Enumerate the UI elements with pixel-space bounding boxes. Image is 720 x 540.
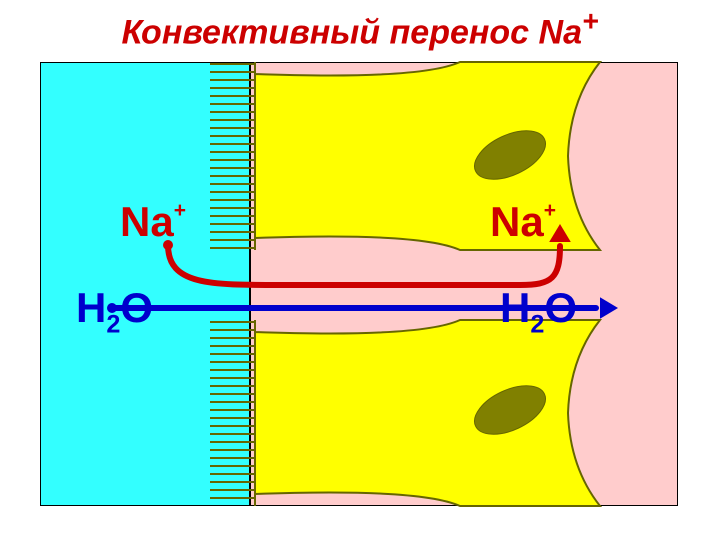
h2o-label: H2O <box>76 284 153 339</box>
h2o-label: H2O <box>500 284 577 339</box>
diagram-svg: Na+Na+H2OH2O <box>40 60 680 508</box>
na-label: Na+ <box>120 198 186 245</box>
epithelial-cell <box>255 320 600 506</box>
stage: Конвективный перенос Na+ Na+Na+H2OH2O <box>0 0 720 540</box>
diagram: Na+Na+H2OH2O <box>40 60 680 510</box>
title-text: Конвективный перенос Na <box>121 13 582 51</box>
arrow-head <box>600 297 618 319</box>
page-title: Конвективный перенос Na+ <box>0 6 720 52</box>
title-sup: + <box>582 6 599 38</box>
